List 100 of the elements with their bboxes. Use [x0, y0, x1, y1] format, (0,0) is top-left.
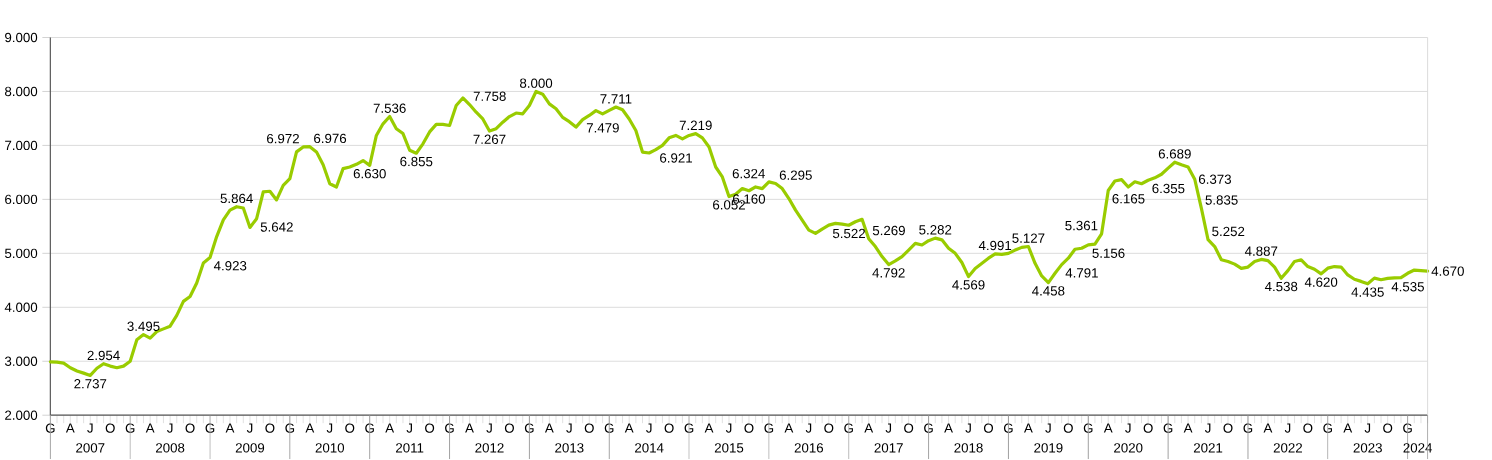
- text: 2017: [874, 443, 903, 453]
- x-tick-label: A: [385, 423, 395, 433]
- x-tick-label: J: [1284, 423, 1291, 433]
- data-label: 7.479: [586, 123, 619, 133]
- x-tick-label: O: [425, 423, 435, 434]
- x-tick-label: O: [1383, 423, 1393, 434]
- x-tick-label: G: [1163, 423, 1173, 434]
- x-tick-label: G: [1003, 423, 1013, 434]
- data-label: 2.737: [74, 379, 107, 389]
- x-tick-label: G: [844, 423, 853, 434]
- x-tick-label: A: [1263, 423, 1273, 433]
- x-tick-label: G: [684, 423, 694, 434]
- data-label: 6.295: [779, 170, 812, 181]
- data-label: 4.792: [872, 268, 905, 278]
- x-tick-label: J: [885, 423, 892, 433]
- x-tick-label: A: [1103, 423, 1113, 433]
- text: 2024: [1403, 443, 1433, 453]
- x-tick-label: A: [1023, 423, 1033, 433]
- text: 2007: [76, 443, 105, 453]
- x-tick-label: A: [864, 423, 874, 433]
- data-label: 4.991: [978, 241, 1012, 251]
- data-label: 4.458: [1032, 286, 1065, 296]
- x-tick-label: O: [504, 423, 514, 434]
- x-tick-label: A: [624, 423, 634, 433]
- x-tick-label: J: [646, 423, 652, 433]
- text: 2011: [396, 443, 424, 453]
- x-tick-label: O: [265, 423, 275, 434]
- text: 2010: [315, 443, 345, 453]
- x-tick-label: G: [205, 423, 215, 434]
- x-tick-label: G: [924, 423, 933, 434]
- x-tick-label: G: [1243, 423, 1253, 434]
- data-label: 4.670: [1431, 266, 1464, 277]
- data-label: 6.921: [660, 153, 693, 163]
- x-tick-label: O: [1063, 423, 1073, 434]
- data-label: 6.855: [400, 157, 433, 167]
- x-tick-label: J: [965, 423, 971, 433]
- text: 2023: [1353, 443, 1382, 453]
- x-tick-label: J: [1125, 423, 1131, 433]
- data-label: 6.972: [267, 134, 299, 144]
- x-tick-label: J: [1204, 423, 1211, 433]
- data-label: 5.835: [1205, 195, 1238, 205]
- x-tick-label: J: [1364, 423, 1371, 433]
- x-tick-label: G: [45, 423, 55, 434]
- x-tick-label: G: [524, 423, 534, 434]
- x-tick-label: A: [544, 423, 554, 433]
- data-label: 4.538: [1264, 282, 1298, 292]
- data-label: 6.324: [732, 169, 765, 179]
- x-tick-label: J: [167, 423, 173, 433]
- data-label: 7.536: [373, 103, 406, 114]
- x-tick-label: O: [584, 423, 594, 434]
- x-tick-label: G: [365, 423, 374, 434]
- data-label: 6.689: [1158, 149, 1191, 159]
- x-tick-label: O: [904, 423, 914, 434]
- data-label: 4.791: [1065, 268, 1098, 278]
- data-label: 6.165: [1112, 194, 1145, 204]
- data-label: 8.000: [520, 78, 553, 89]
- y-tick-label: 8.000: [5, 86, 38, 97]
- data-label: 4.620: [1304, 277, 1338, 288]
- x-tick-label: O: [983, 423, 994, 434]
- data-label: 6.373: [1198, 174, 1231, 185]
- x-tick-label: G: [445, 423, 454, 434]
- text: 2013: [555, 443, 584, 453]
- x-tick-label: O: [1303, 423, 1313, 434]
- text: 2022: [1273, 443, 1302, 453]
- x-tick-label: J: [246, 423, 253, 433]
- data-label: 6.630: [353, 169, 386, 179]
- x-tick-label: A: [145, 423, 155, 433]
- x-tick-label: O: [1223, 423, 1233, 434]
- text: 2020: [1114, 443, 1143, 453]
- x-tick-label: A: [225, 423, 235, 433]
- data-label: 6.355: [1152, 184, 1185, 194]
- data-label: 6.976: [314, 133, 347, 144]
- data-label: 4.435: [1351, 287, 1384, 298]
- x-tick-label: G: [125, 423, 135, 434]
- text: 2018: [954, 443, 983, 453]
- x-tick-label: J: [805, 423, 812, 433]
- data-label: 4.569: [952, 280, 985, 290]
- x-tick-label: O: [345, 423, 355, 434]
- x-tick-label: A: [65, 423, 75, 433]
- x-tick-label: A: [1343, 423, 1353, 433]
- x-tick-label: J: [566, 423, 572, 433]
- data-label: 5.522: [832, 228, 865, 239]
- x-tick-label: J: [406, 423, 412, 433]
- data-label: 2.954: [87, 350, 120, 361]
- x-tick-label: A: [944, 423, 953, 433]
- x-tick-label: J: [87, 423, 93, 433]
- data-label: 4.535: [1391, 282, 1424, 292]
- y-tick-label: 4.000: [4, 302, 38, 313]
- data-label: 4.887: [1244, 246, 1278, 257]
- x-tick-label: O: [185, 423, 195, 434]
- x-tick-label: O: [824, 423, 834, 434]
- data-label: 7.711: [600, 94, 632, 104]
- text: 2009: [235, 443, 265, 453]
- data-label: 5.361: [1065, 221, 1098, 231]
- data-label: 5.252: [1212, 226, 1245, 237]
- y-tick-label: 2.000: [5, 410, 38, 421]
- y-tick-label: 5.000: [4, 248, 38, 259]
- y-tick-label: 9.000: [5, 33, 38, 43]
- text: 2008: [156, 443, 185, 453]
- y-tick-label: 3.000: [4, 356, 38, 367]
